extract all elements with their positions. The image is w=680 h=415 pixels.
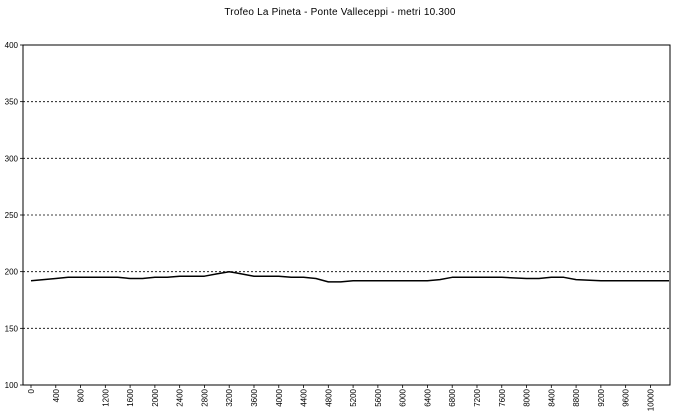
y-tick-label: 250 (5, 211, 19, 220)
x-tick-label: 9600 (622, 388, 631, 406)
x-tick-label: 2800 (200, 388, 209, 406)
x-tick-label: 2000 (151, 388, 160, 406)
x-tick-label: 6400 (423, 388, 432, 406)
y-tick-label: 350 (5, 98, 19, 107)
x-tick-label: 4000 (275, 388, 284, 406)
x-tick-label: 8000 (523, 388, 532, 406)
x-tick-label: 8800 (572, 388, 581, 406)
x-tick-label: 1600 (126, 388, 135, 406)
x-tick-label: 8400 (547, 388, 556, 406)
x-tick-label: 0 (27, 388, 36, 393)
x-tick-label: 5600 (374, 388, 383, 406)
y-tick-label: 200 (5, 268, 19, 277)
y-tick-label: 400 (5, 41, 19, 50)
x-tick-label: 3200 (225, 388, 234, 406)
x-tick-label: 7200 (473, 388, 482, 406)
x-tick-label: 400 (52, 388, 61, 402)
x-tick-label: 2400 (176, 388, 185, 406)
y-tick-label: 100 (5, 381, 19, 390)
x-tick-label: 5200 (349, 388, 358, 406)
x-tick-label: 9200 (597, 388, 606, 406)
x-tick-label: 6800 (448, 388, 457, 406)
x-tick-label: 800 (77, 388, 86, 402)
x-tick-label: 4800 (324, 388, 333, 406)
series-line (30, 270, 669, 283)
x-tick-label: 10000 (646, 388, 655, 411)
x-tick-label: 7600 (498, 388, 507, 406)
x-tick-label: 3600 (250, 388, 259, 406)
x-tick-label: 4400 (300, 388, 309, 406)
y-tick-label: 300 (5, 154, 19, 163)
y-tick-label: 150 (5, 324, 19, 333)
x-tick-label: 6000 (399, 388, 408, 406)
x-tick-label: 1200 (101, 388, 110, 406)
chart-title: Trofeo La Pineta - Ponte Valleceppi - me… (224, 7, 456, 18)
